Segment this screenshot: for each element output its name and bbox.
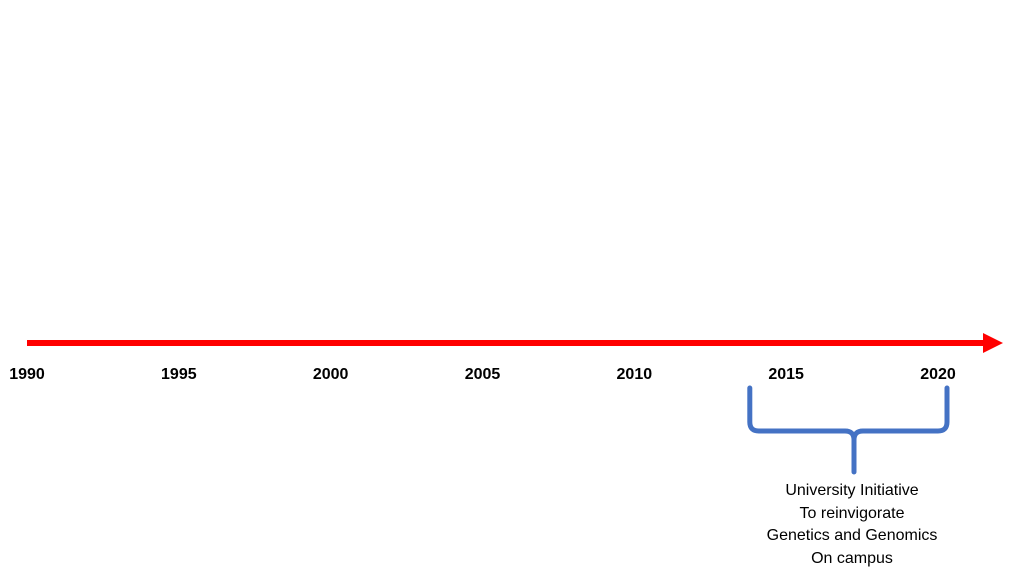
- annotation-line-1: University Initiative: [785, 482, 919, 499]
- year-label-1990: 1990: [9, 366, 45, 383]
- year-label-1995: 1995: [161, 366, 197, 383]
- year-label-2015: 2015: [768, 366, 804, 383]
- annotation-line-4: On campus: [811, 549, 893, 567]
- year-labels: 1990 1995 2000 2005 2010 2015 2020: [9, 366, 956, 383]
- year-label-2020: 2020: [920, 366, 956, 383]
- year-label-2000: 2000: [313, 366, 349, 383]
- annotation-line-2: To reinvigorate: [799, 504, 905, 522]
- timeline-arrowhead: [983, 333, 1003, 353]
- year-label-2005: 2005: [465, 366, 501, 383]
- span-brace: [747, 385, 950, 475]
- annotation-line-3: Genetics and Genomics: [766, 527, 938, 544]
- span-annotation: University Initiative To reinvigorate Ge…: [732, 480, 972, 570]
- year-label-2010: 2010: [617, 366, 653, 383]
